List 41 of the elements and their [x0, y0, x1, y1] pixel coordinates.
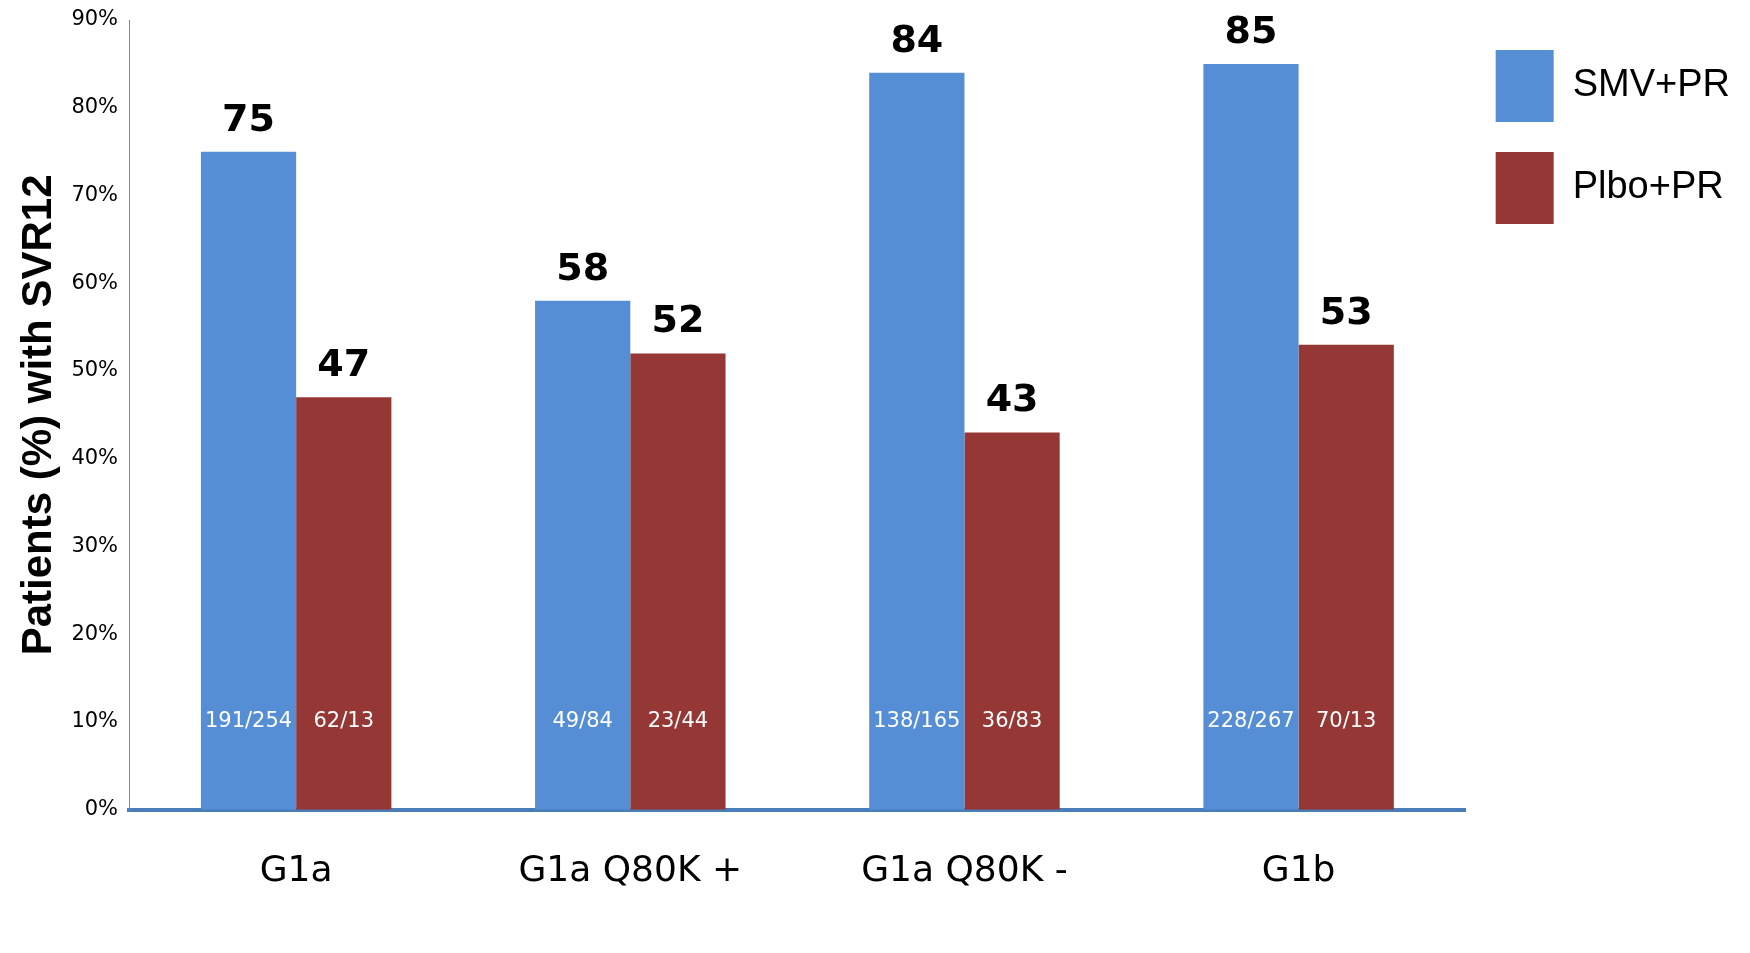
data-label: 84 [890, 16, 944, 61]
y-axis-title: Patients (%) with SVR12 [12, 174, 60, 656]
legend-label: Plbo+PR [1572, 164, 1724, 207]
x-tick-label: G1a Q80K + [518, 847, 743, 889]
data-label: 75 [222, 95, 275, 140]
annotation: 191/254 [204, 708, 293, 733]
bar [535, 300, 631, 810]
y-tick-label: 20% [71, 620, 119, 645]
annotation: 228/267 [1207, 708, 1295, 733]
data-label: 53 [1319, 288, 1373, 333]
data-label: 43 [985, 376, 1039, 421]
y-tick-label: 50% [71, 357, 119, 382]
bar [630, 353, 726, 810]
bar [964, 432, 1060, 810]
data-label: 85 [1224, 7, 1278, 52]
y-tick-label: 60% [71, 269, 119, 294]
bar [1203, 63, 1299, 810]
x-tick-label: G1a Q80K - [861, 847, 1068, 889]
y-tick-label: 70% [71, 181, 119, 206]
data-label: 58 [556, 244, 610, 289]
data-label: 52 [651, 297, 705, 342]
y-tick-label: 80% [71, 94, 119, 119]
annotation: 36/83 [981, 708, 1043, 733]
annotation: 49/84 [552, 708, 613, 733]
annotation: 62/13 [313, 708, 375, 733]
bar [1298, 344, 1394, 810]
bar [200, 151, 297, 810]
x-tick-label: G1b [1261, 847, 1336, 889]
y-tick-label: 90% [71, 6, 119, 31]
y-tick-label: 30% [71, 532, 119, 557]
y-tick-label: 40% [71, 445, 119, 470]
annotation: 70/13 [1315, 708, 1377, 733]
legend-label: SMV+PR [1572, 62, 1730, 105]
data-label: 47 [317, 341, 371, 386]
y-tick-label: 0% [84, 796, 119, 821]
annotation: 138/165 [873, 708, 961, 733]
bar [296, 397, 392, 810]
y-tick-label: 10% [71, 708, 119, 733]
bar [869, 72, 965, 810]
x-tick-label: G1a [259, 847, 333, 889]
annotation: 23/44 [647, 708, 709, 733]
